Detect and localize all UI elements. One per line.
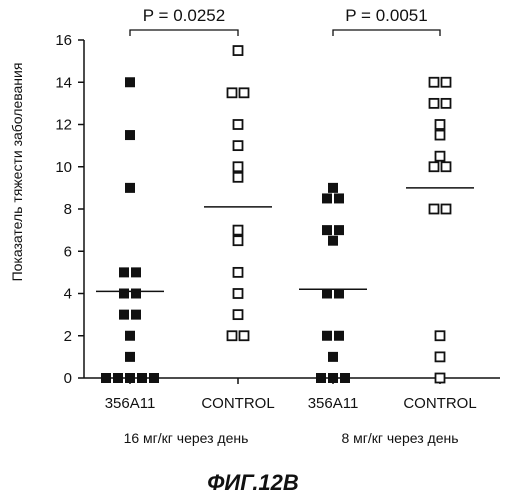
y-tick-label: 10 [55, 159, 72, 176]
data-point-open [436, 374, 445, 383]
category-label: 356A11 [308, 395, 359, 412]
data-points [102, 46, 451, 382]
data-point-open [228, 88, 237, 97]
y-tick-label: 0 [64, 370, 72, 387]
y-tick-label: 8 [64, 201, 72, 218]
data-point-open [430, 162, 439, 171]
data-point-filled [126, 78, 135, 87]
data-point-open [234, 289, 243, 298]
data-point-open [442, 78, 451, 87]
data-point-filled [335, 194, 344, 203]
data-point-filled [335, 331, 344, 340]
significance-bracket [130, 30, 238, 36]
data-point-filled [341, 374, 350, 383]
y-tick-label: 16 [55, 32, 72, 49]
mean-lines [96, 188, 474, 292]
significance-brackets: P = 0.0252 P = 0.0051 [130, 6, 440, 36]
category-labels: 356A11 CONTROL 356A11 CONTROL [105, 395, 477, 412]
data-point-open [442, 162, 451, 171]
data-point-open [436, 120, 445, 129]
y-axis-label: Показатель тяжести заболевания [9, 63, 25, 282]
data-point-filled [120, 268, 129, 277]
y-tick-label: 14 [55, 74, 72, 91]
significance-bracket [333, 30, 440, 36]
data-point-filled [317, 374, 326, 383]
data-point-filled [126, 183, 135, 192]
category-label: 356A11 [105, 395, 156, 412]
data-point-filled [120, 310, 129, 319]
data-point-filled [132, 310, 141, 319]
data-point-filled [138, 374, 147, 383]
data-point-open [442, 99, 451, 108]
data-point-filled [126, 331, 135, 340]
data-point-open [442, 205, 451, 214]
data-point-filled [132, 268, 141, 277]
y-tick-label: 12 [55, 117, 72, 134]
data-point-open [234, 268, 243, 277]
data-point-filled [335, 226, 344, 235]
figure-caption: ФИГ.12В [0, 470, 506, 496]
data-point-open [436, 131, 445, 140]
data-point-open [436, 352, 445, 361]
data-point-open [240, 88, 249, 97]
y-tick-label: 6 [64, 243, 72, 260]
data-point-filled [329, 352, 338, 361]
data-point-filled [323, 226, 332, 235]
data-point-open [436, 331, 445, 340]
data-point-filled [126, 374, 135, 383]
data-point-open [240, 331, 249, 340]
data-point-filled [132, 289, 141, 298]
data-point-filled [120, 289, 129, 298]
scatter-chart: Показатель тяжести заболевания 0 2 4 6 8 10 12… [0, 0, 506, 460]
data-point-filled [126, 352, 135, 361]
data-point-filled [329, 236, 338, 245]
y-tick-label: 2 [64, 328, 72, 345]
data-point-filled [335, 289, 344, 298]
group-label-8mg: 8 мг/кг через день [310, 428, 490, 448]
data-point-filled [323, 289, 332, 298]
data-point-filled [323, 331, 332, 340]
category-label: CONTROL [403, 395, 476, 412]
data-point-open [430, 99, 439, 108]
data-point-open [430, 205, 439, 214]
data-point-open [228, 331, 237, 340]
p-value-label: P = 0.0252 [143, 6, 225, 25]
data-point-open [234, 310, 243, 319]
data-point-open [234, 236, 243, 245]
data-point-filled [126, 131, 135, 140]
data-point-open [234, 46, 243, 55]
data-point-open [234, 226, 243, 235]
data-point-filled [329, 374, 338, 383]
data-point-open [234, 120, 243, 129]
y-tick-label: 4 [64, 286, 72, 303]
data-point-filled [102, 374, 111, 383]
p-value-label: P = 0.0051 [345, 6, 427, 25]
data-point-open [234, 173, 243, 182]
data-point-open [430, 78, 439, 87]
data-point-open [234, 162, 243, 171]
data-point-filled [114, 374, 123, 383]
group-label-16mg: 16 мг/кг через день [96, 428, 276, 448]
category-label: CONTROL [201, 395, 274, 412]
data-point-filled [323, 194, 332, 203]
data-point-filled [150, 374, 159, 383]
data-point-filled [329, 183, 338, 192]
data-point-open [234, 141, 243, 150]
data-point-open [436, 152, 445, 161]
